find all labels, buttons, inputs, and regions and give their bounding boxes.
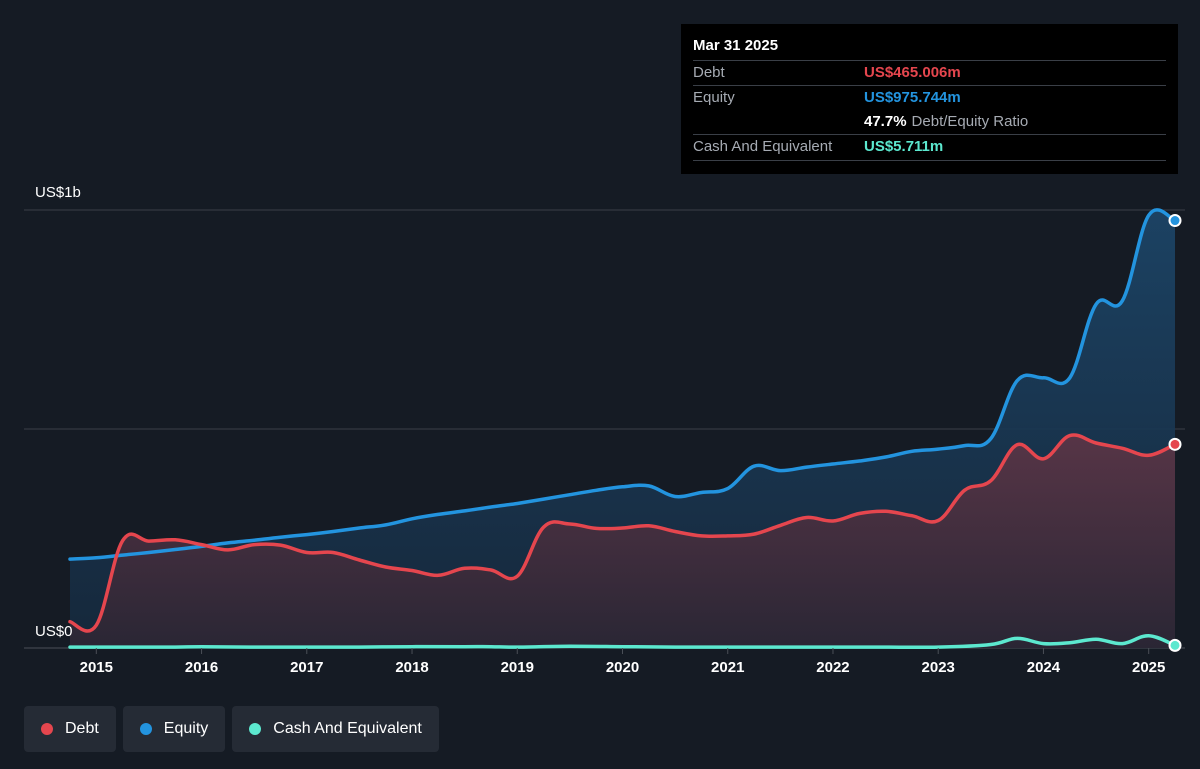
x-tick-label: 2024 (1027, 659, 1061, 676)
tooltip-debt-value: US$465.006m (864, 64, 961, 81)
legend-dot-cash (249, 723, 262, 735)
legend-label-cash: Cash And Equivalent (273, 720, 422, 737)
cash-and-equivalent-line (68, 633, 1177, 650)
tooltip-cash-row: Cash And Equivalent US$5.711m (693, 134, 1166, 159)
legend-label-debt: Debt (65, 720, 99, 737)
x-axis-ticks: 2015 2016 2017 2018 2019 2020 2021 2022 2023 2024… (80, 648, 1165, 676)
legend-item-cash[interactable]: Cash And Equivalent (232, 706, 439, 752)
x-tick-label: 2015 (80, 659, 113, 676)
tooltip-equity-value: US$975.744m (864, 89, 961, 106)
x-tick-label: 2020 (606, 659, 639, 676)
tooltip-debt-label: Debt (693, 64, 725, 81)
x-tick-label: 2022 (816, 659, 849, 676)
x-tick-label: 2025 (1132, 659, 1165, 676)
debt-line (68, 433, 1177, 633)
x-tick-label: 2019 (501, 659, 534, 676)
x-tick-label: 2021 (711, 659, 744, 676)
chart-legend: Debt Equity Cash And Equivalent (24, 706, 439, 752)
x-tick-label: 2018 (395, 659, 428, 676)
cash-and-equivalent-end-marker[interactable] (1168, 638, 1182, 652)
legend-label-equity: Equity (163, 720, 209, 737)
tooltip-equity-row: Equity US$975.744m (693, 85, 1166, 110)
tooltip-equity-label: Equity (693, 89, 735, 106)
tooltip-divider (693, 160, 1166, 161)
tooltip-ratio-row: 47.7% Debt/Equity Ratio (693, 110, 1166, 134)
tooltip-cash-value: US$5.711m (864, 138, 944, 155)
tooltip-cash-label: Cash And Equivalent (693, 138, 833, 155)
tooltip-ratio-label: Debt/Equity Ratio (911, 113, 1029, 130)
series-lines (68, 208, 1177, 650)
legend-item-debt[interactable]: Debt (24, 706, 116, 752)
debt-end-marker[interactable] (1168, 437, 1182, 451)
y-axis-top-label: US$1b (35, 184, 81, 201)
end-markers (1168, 214, 1182, 652)
tooltip-ratio-spacer (693, 110, 864, 134)
tooltip-ratio-value: 47.7% (864, 113, 907, 130)
area-fills (70, 209, 1175, 648)
y-axis-bottom-label: US$0 (35, 623, 73, 640)
tooltip-debt-row: Debt US$465.006m (693, 60, 1166, 85)
x-tick-label: 2023 (922, 659, 955, 676)
equity-line (68, 208, 1177, 561)
tooltip-date: Mar 31 2025 (693, 37, 779, 54)
legend-dot-debt (41, 723, 53, 735)
x-tick-label: 2017 (290, 659, 323, 676)
debt-area (70, 434, 1175, 648)
x-tick-label: 2016 (185, 659, 218, 676)
legend-dot-equity (139, 723, 152, 735)
equity-end-marker[interactable] (1168, 214, 1182, 228)
legend-item-equity[interactable]: Equity (122, 706, 226, 752)
tooltip-panel: Mar 31 2025 Debt US$465.006m Equity US$9… (681, 24, 1178, 174)
